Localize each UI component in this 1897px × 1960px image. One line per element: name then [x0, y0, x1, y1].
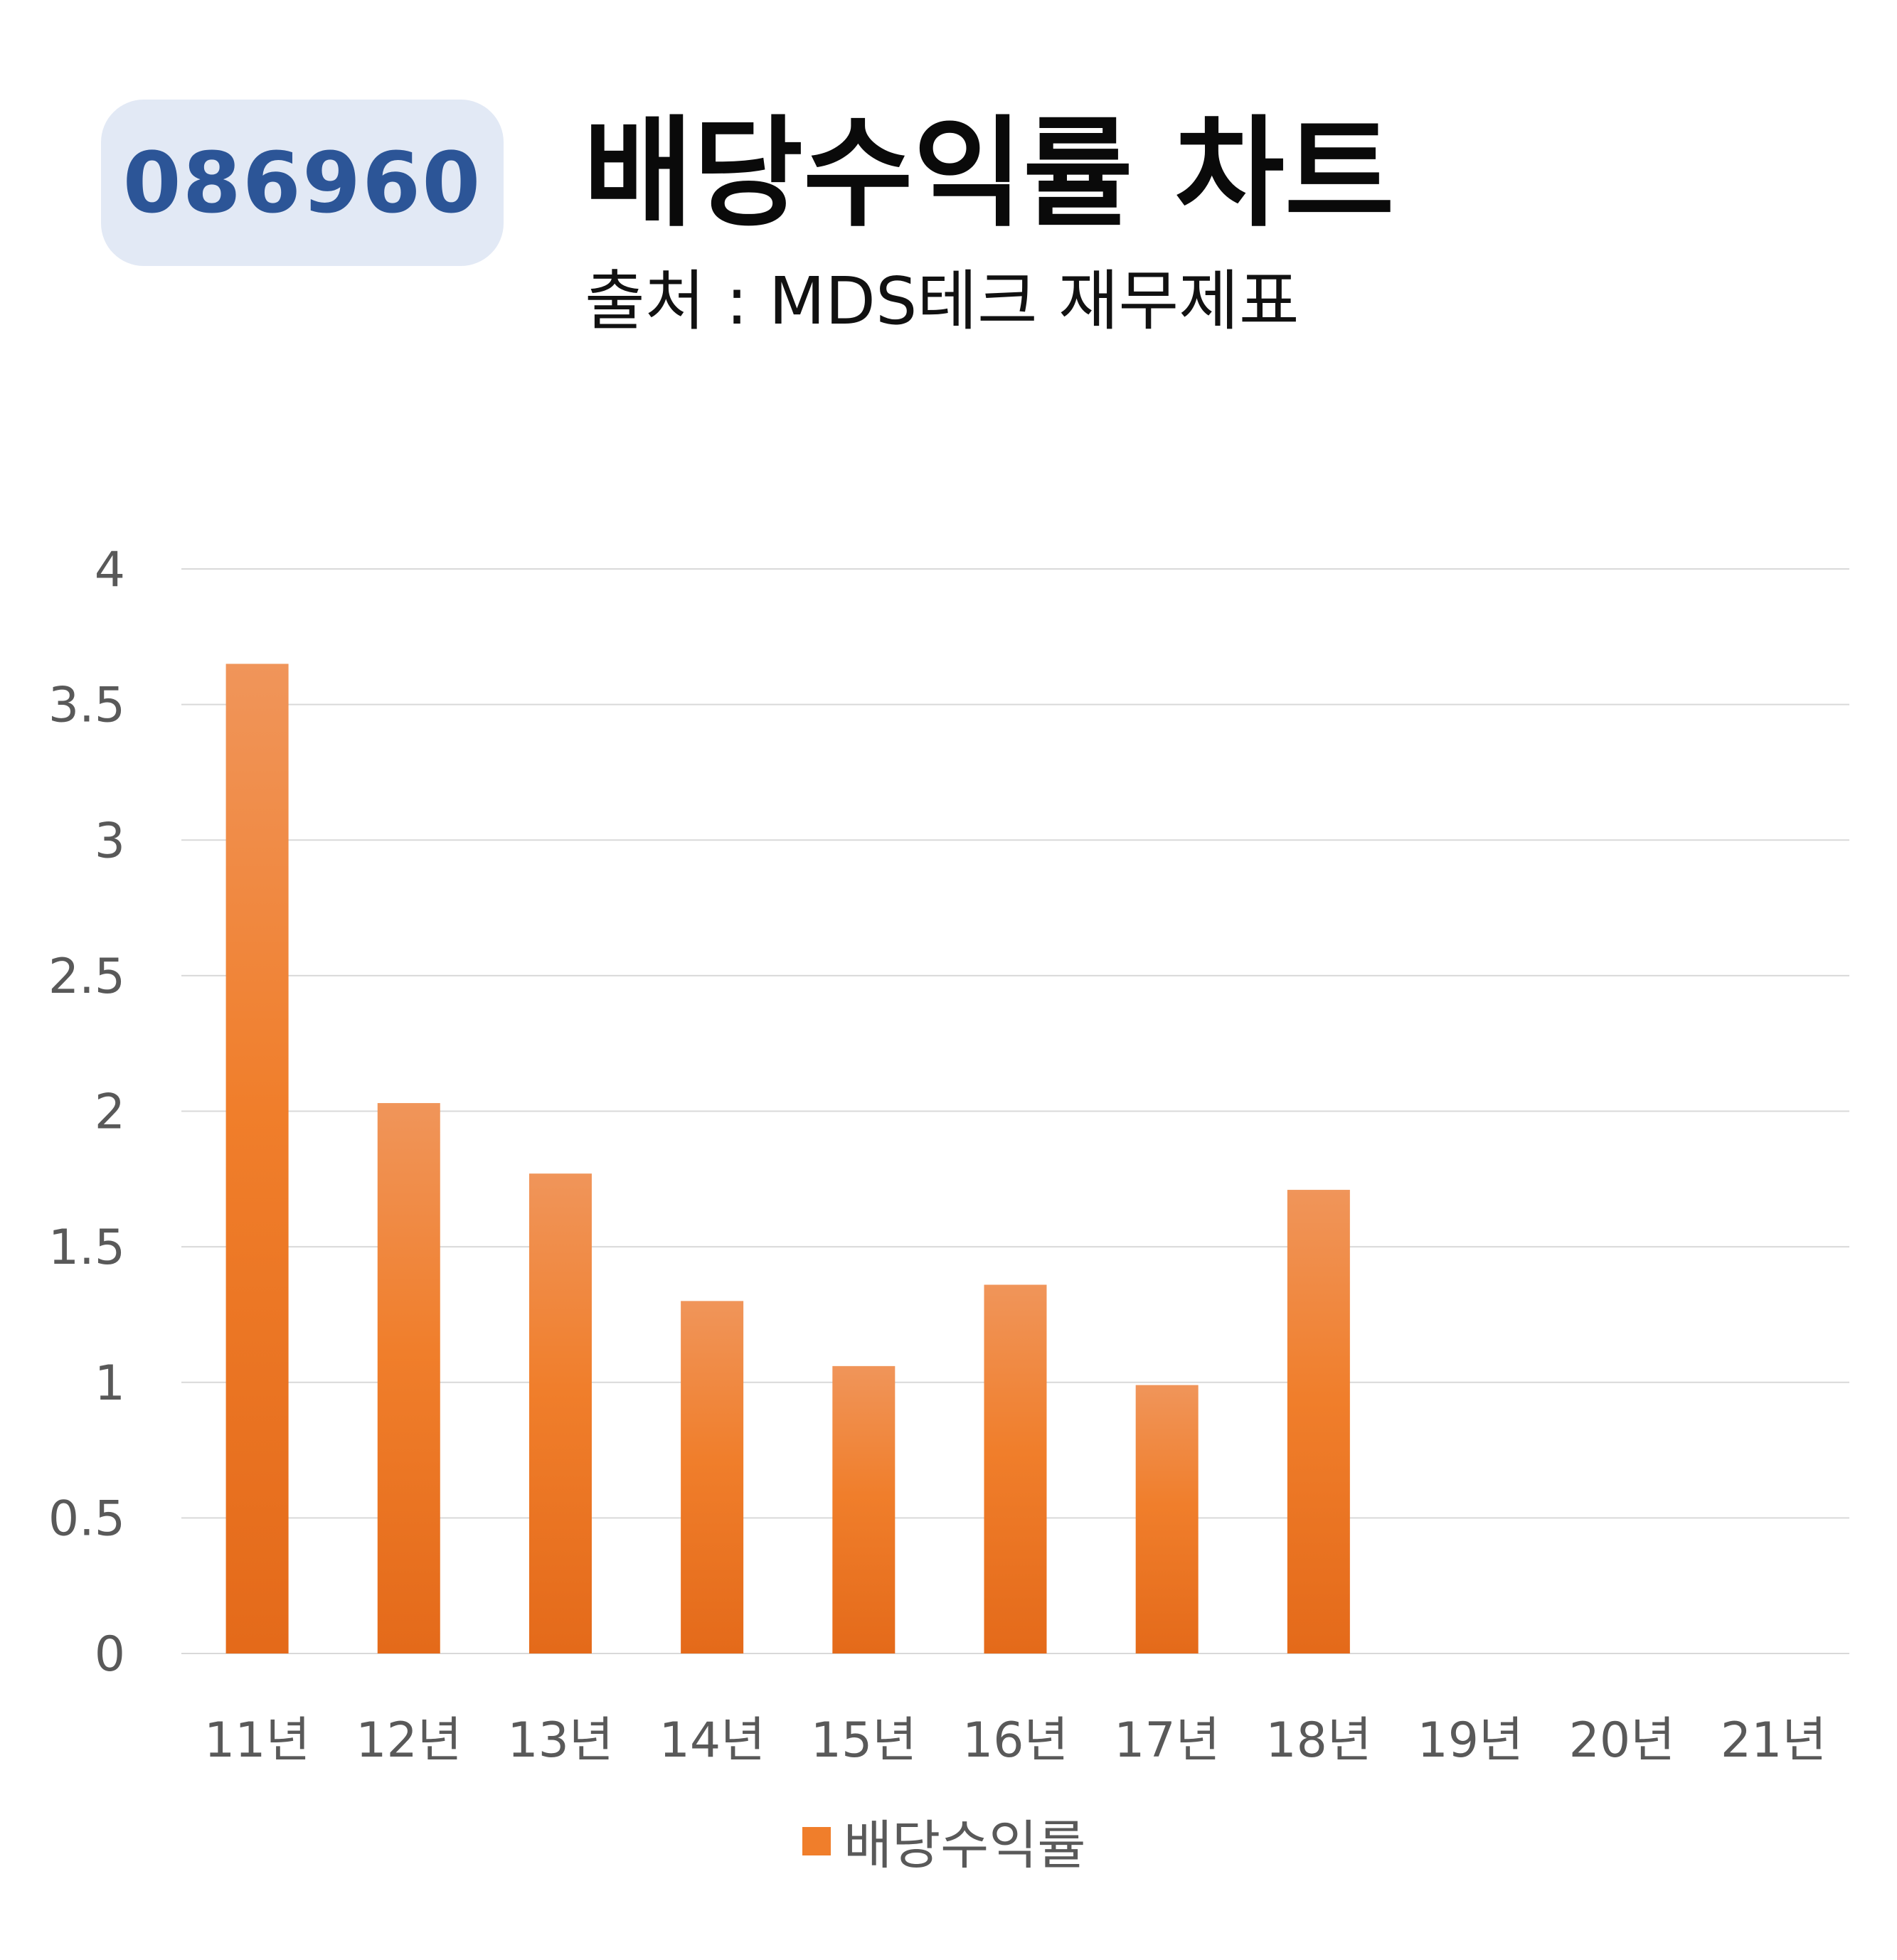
y-tick-label: 2.5 [48, 949, 125, 1005]
y-tick-label: 3 [95, 813, 125, 869]
x-tick-label: 14년 [659, 1713, 765, 1769]
x-tick-label: 17년 [1114, 1713, 1220, 1769]
x-tick-label: 15년 [811, 1713, 917, 1769]
y-tick-label: 0.5 [48, 1491, 125, 1547]
bar [1135, 1385, 1199, 1653]
x-tick-label: 21년 [1721, 1713, 1827, 1769]
x-tick-label: 13년 [507, 1713, 613, 1769]
x-tick-label: 19년 [1417, 1713, 1523, 1769]
x-axis-ticks: 11년 12년 13년 14년 15년 16년 17년 18년 19년 20년 21년 [204, 1713, 1827, 1769]
bar [528, 1173, 592, 1653]
legend-swatch [802, 1826, 831, 1855]
y-tick-label: 4 [95, 542, 125, 598]
chart-subtitle: 출처 : MDS테크 재무제표 [585, 263, 1300, 339]
y-tick-label: 2 [95, 1085, 125, 1141]
x-tick-label: 20년 [1569, 1713, 1675, 1769]
x-tick-label: 16년 [962, 1713, 1068, 1769]
y-tick-label: 1 [95, 1356, 125, 1412]
bar [225, 664, 289, 1653]
x-tick-label: 11년 [204, 1713, 310, 1769]
bar [1287, 1190, 1350, 1653]
x-tick-label: 18년 [1265, 1713, 1371, 1769]
bar [984, 1284, 1047, 1653]
y-tick-label: 0 [95, 1626, 125, 1683]
y-tick-label: 1.5 [48, 1220, 125, 1276]
y-tick-label: 3.5 [48, 678, 125, 734]
legend: 배당수익률 [802, 1803, 1085, 1879]
stock-code: 086960 [122, 134, 482, 232]
y-axis-ticks: 0 0.5 1 1.5 2 2.5 3 3.5 4 [48, 542, 125, 1683]
bar [832, 1365, 896, 1653]
x-tick-label: 12년 [356, 1713, 462, 1769]
bar [681, 1301, 744, 1653]
bars [225, 664, 1350, 1653]
bar [377, 1103, 440, 1653]
stock-code-badge: 086960 [101, 100, 504, 266]
legend-label: 배당수익률 [844, 1815, 1086, 1876]
chart-title: 배당수익률 차트 [583, 104, 1395, 243]
